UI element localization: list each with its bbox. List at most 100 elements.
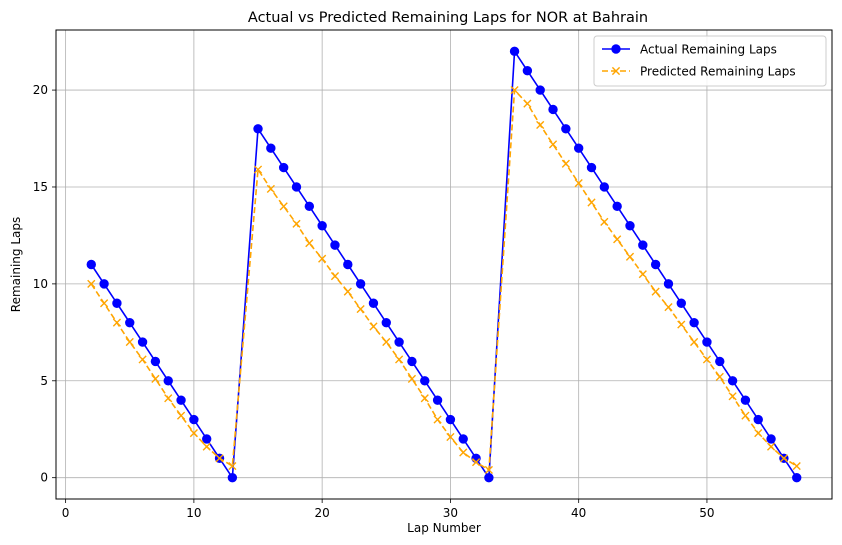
data-point-x [587, 198, 596, 207]
x-tick-label: 50 [699, 506, 714, 520]
data-point-circle [394, 337, 404, 347]
data-point-circle [368, 298, 379, 308]
axes: 0 10 20 30 40 50 0 5 10 15 20 [33, 83, 715, 520]
data-point-x [459, 448, 468, 457]
data-point-circle [663, 279, 674, 289]
data-point-circle [766, 434, 776, 444]
data-point-x [266, 184, 275, 194]
data-point-x [189, 429, 198, 438]
data-point-circle [535, 85, 545, 95]
data-point-x [138, 355, 147, 364]
data-point-x [625, 252, 635, 261]
data-point-x [690, 337, 699, 347]
data-point-circle [112, 298, 122, 308]
data-point-circle [445, 414, 456, 425]
data-point-x [613, 235, 622, 244]
data-point-circle [343, 259, 353, 270]
data-point-x [87, 279, 96, 288]
data-point-circle [599, 182, 610, 192]
data-point-x [100, 299, 109, 308]
legend-marker [611, 66, 621, 76]
data-point-circle [278, 162, 289, 173]
data-point-x [369, 322, 378, 331]
grid-lines [56, 30, 832, 499]
data-point-circle [227, 472, 238, 483]
series-predicted [87, 85, 801, 475]
data-point-circle [99, 279, 109, 289]
data-point-x [318, 254, 327, 263]
data-point-x [548, 140, 558, 149]
data-point-circle [484, 472, 494, 483]
data-point-circle [317, 221, 327, 231]
data-point-x [510, 85, 519, 95]
y-tick-label: 5 [40, 374, 48, 388]
data-point-x [228, 461, 237, 471]
data-point-x [664, 303, 673, 312]
data-point-x [728, 392, 737, 401]
data-point-x [766, 442, 776, 451]
x-tick-label: 40 [571, 506, 586, 520]
data-point-circle [86, 259, 96, 270]
y-axis-label: Remaining Laps [9, 217, 23, 312]
data-point-x [407, 374, 417, 383]
data-point-circle [586, 162, 597, 173]
data-point-circle [381, 317, 391, 328]
data-point-x [600, 217, 609, 226]
data-point-x [176, 411, 186, 420]
legend-item: Predicted Remaining Laps [602, 65, 796, 79]
series-layer [86, 46, 802, 483]
data-point-x [446, 432, 455, 442]
data-point-x [395, 355, 404, 364]
data-point-x [164, 394, 173, 403]
data-point-x [523, 99, 532, 108]
data-point-circle [792, 472, 802, 483]
legend-item: Actual Remaining Laps [602, 43, 777, 57]
data-point-circle [625, 221, 635, 231]
legend-label: Predicted Remaining Laps [640, 65, 796, 79]
data-point-x [754, 429, 763, 438]
y-tick-label: 20 [33, 83, 48, 97]
data-point-circle [727, 376, 738, 386]
data-point-circle [266, 143, 276, 153]
data-point-x [638, 270, 647, 279]
data-point-circle [163, 376, 173, 386]
data-point-x [741, 411, 750, 420]
data-point-x [343, 287, 352, 296]
data-point-circle [612, 201, 622, 212]
data-point-circle [420, 376, 430, 386]
legend-label: Actual Remaining Laps [640, 43, 777, 57]
data-point-x [279, 202, 288, 211]
data-point-x [792, 461, 801, 471]
x-axis-label: Lap Number [407, 521, 481, 535]
legend-marker [611, 44, 621, 54]
data-point-x [702, 355, 712, 364]
data-point-x [215, 454, 224, 463]
y-tick-label: 0 [40, 471, 48, 485]
data-point-circle [253, 124, 263, 134]
data-point-circle [740, 395, 751, 405]
legend-box [593, 35, 827, 87]
data-point-circle [676, 298, 686, 308]
data-point-circle [189, 414, 199, 425]
data-point-x [125, 337, 134, 347]
data-point-x [305, 239, 314, 248]
data-point-circle [137, 337, 148, 347]
data-point-x [574, 179, 583, 188]
data-point-x [561, 159, 570, 168]
data-point-circle [715, 356, 725, 367]
data-point-circle [355, 279, 366, 289]
data-point-x [484, 465, 493, 475]
data-point-x [471, 458, 481, 467]
data-point-x [420, 394, 429, 403]
data-point-circle [753, 414, 763, 425]
data-point-circle [304, 201, 315, 212]
data-point-x [651, 287, 660, 296]
plot-frame [55, 29, 833, 500]
data-point-x [779, 454, 788, 463]
data-point-x [151, 374, 160, 383]
data-point-circle [638, 240, 648, 250]
data-point-circle [202, 434, 212, 444]
x-tick-label: 0 [62, 506, 70, 520]
data-point-circle [291, 182, 302, 192]
